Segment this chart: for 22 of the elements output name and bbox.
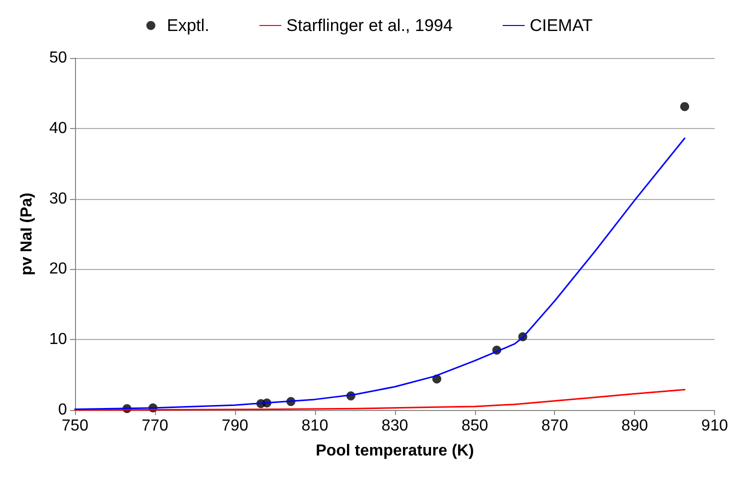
x-tick-label: 810 <box>302 418 328 434</box>
line-series <box>74 388 686 411</box>
x-tick-label: 870 <box>541 418 568 434</box>
x-tick-label: 850 <box>461 418 488 434</box>
x-tick-label: 910 <box>701 418 728 434</box>
point <box>680 102 690 112</box>
legend-label: Exptl. <box>166 16 210 35</box>
legend-label: Starflinger et al., 1994 <box>286 16 453 35</box>
x-tick-label: 750 <box>62 418 88 434</box>
y-tick-label: 0 <box>58 402 68 418</box>
x-tick-label: 770 <box>142 418 168 434</box>
y-axis-title: pv NaI (Pa) <box>18 192 36 276</box>
x-tick-label: 830 <box>381 418 408 434</box>
x-tick-label: 790 <box>222 418 248 434</box>
y-tick-label: 40 <box>49 120 68 137</box>
x-axis-title: Pool temperature (K) <box>316 442 474 460</box>
x-tick-label: 890 <box>621 418 648 434</box>
y-tick-label: 10 <box>49 331 68 348</box>
y-tick-label: 30 <box>49 190 68 208</box>
y-tick-label: 50 <box>49 50 68 66</box>
y-tick-label: 20 <box>49 260 68 278</box>
legend-label: CIEMAT <box>530 16 593 35</box>
